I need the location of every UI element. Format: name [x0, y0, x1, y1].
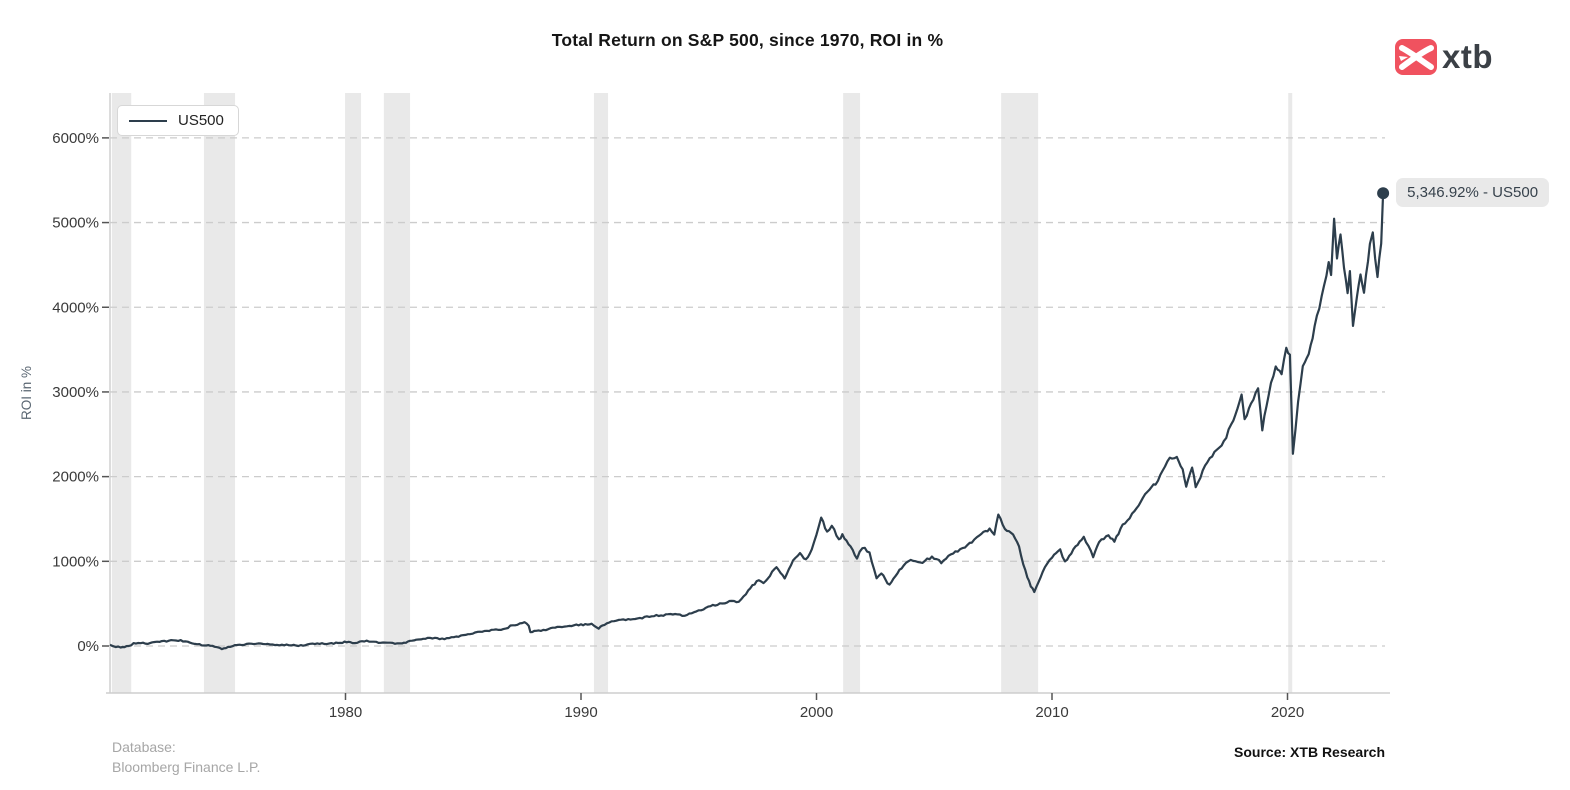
last-value-badge: 5,346.92% - US500 [1396, 178, 1550, 208]
database-note-line2: Bloomberg Finance L.P. [112, 758, 261, 775]
legend-us500[interactable]: US500 [117, 105, 239, 136]
y-tick-label: 5000% [52, 215, 99, 232]
xtb-logo: xtb [1395, 38, 1493, 76]
last-value-dot [1377, 187, 1390, 200]
xtb-logo-icon [1395, 39, 1437, 75]
source-note: Source: XTB Research [1234, 744, 1385, 760]
recession-band [843, 93, 861, 693]
recession-band [593, 93, 609, 693]
x-tick-label: 2010 [1035, 704, 1068, 721]
y-axis-label: ROI in % [19, 366, 34, 421]
y-tick-label: 4000% [52, 299, 99, 316]
chart-title: Total Return on S&P 500, since 1970, ROI… [551, 30, 944, 50]
database-note-line1: Database: [112, 739, 176, 755]
recession-band [111, 93, 132, 693]
recession-band [1001, 93, 1039, 693]
database-note: Database: Bloomberg Finance L.P. [112, 738, 260, 777]
y-tick-label: 6000% [52, 130, 99, 147]
y-tick-label: 2000% [52, 469, 99, 486]
y-tick-label: 3000% [52, 384, 99, 401]
recession-band [203, 93, 236, 693]
y-tick-label: 1000% [52, 553, 99, 570]
x-tick-label: 1980 [329, 704, 362, 721]
legend-line-swatch [129, 119, 167, 122]
recession-band [383, 93, 411, 693]
y-tick-label: 0% [77, 638, 99, 655]
x-tick-label: 2000 [800, 704, 833, 721]
x-tick-label: 2020 [1271, 704, 1304, 721]
x-tick-label: 1990 [564, 704, 597, 721]
legend-label: US500 [178, 112, 224, 129]
xtb-logo-text: xtb [1442, 38, 1493, 75]
us500-series-line [109, 193, 1385, 651]
recession-band [345, 93, 362, 693]
